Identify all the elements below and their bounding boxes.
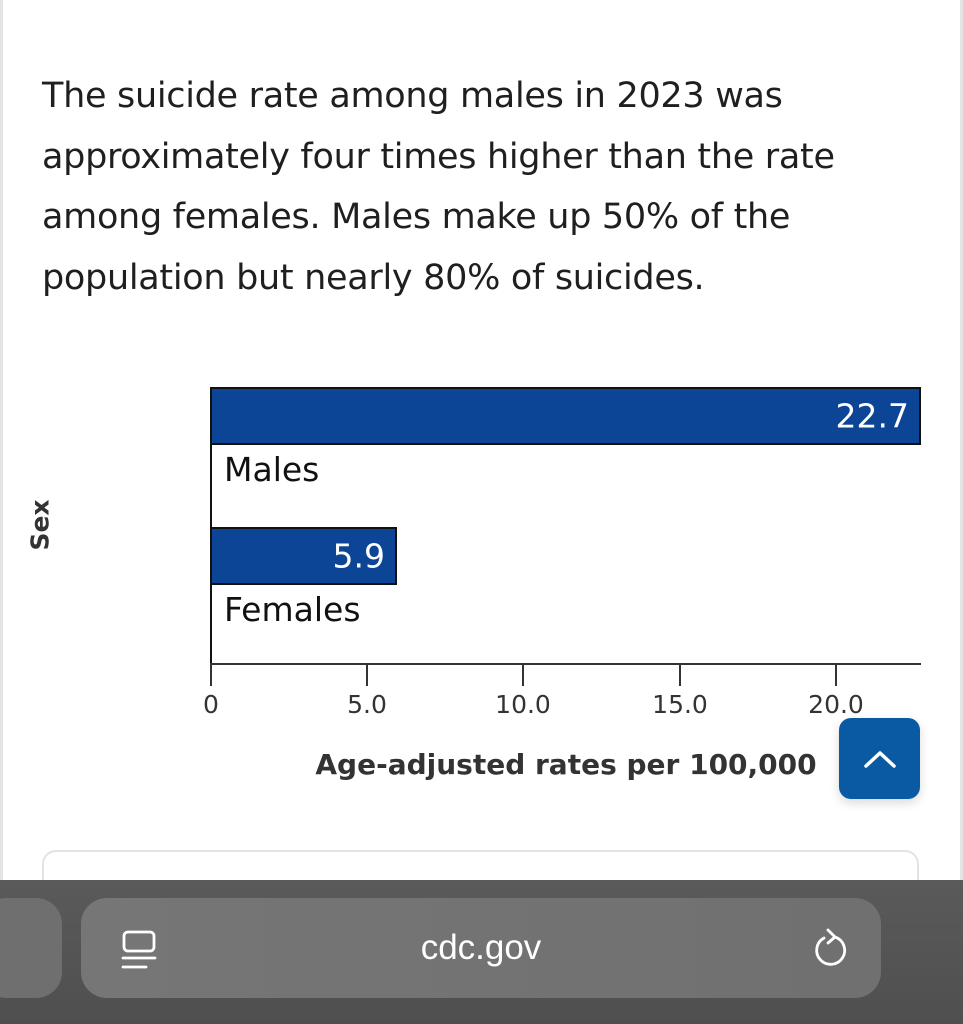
bar-value-females: 5.9	[332, 536, 385, 576]
x-axis-line	[210, 663, 921, 665]
x-tick-label: 20.0	[808, 690, 864, 719]
x-tick	[210, 664, 212, 686]
x-tick	[522, 664, 524, 686]
back-to-top-button[interactable]	[839, 718, 920, 799]
summary-paragraph: The suicide rate among males in 2023 was…	[42, 76, 835, 298]
x-tick-label: 15.0	[652, 690, 708, 719]
x-tick-label: 0	[203, 690, 219, 719]
y-axis-title: Sex	[25, 499, 55, 551]
x-tick	[366, 664, 368, 686]
category-label-females: Females	[224, 590, 361, 629]
browser-toolbar: cdc.gov	[0, 880, 963, 1024]
x-axis-title: Age-adjusted rates per 100,000	[315, 748, 817, 781]
x-tick	[835, 664, 837, 686]
bar-females: 5.9	[210, 527, 397, 585]
x-tick	[679, 664, 681, 686]
y-axis-line	[210, 388, 212, 664]
reader-view-icon[interactable]	[121, 930, 157, 970]
previous-tab-peek[interactable]	[0, 898, 62, 998]
category-label-males: Males	[224, 450, 320, 489]
bar-males: 22.7	[210, 387, 921, 445]
x-tick-label: 10.0	[495, 690, 551, 719]
chevron-up-icon	[863, 750, 896, 768]
reload-icon[interactable]	[811, 928, 851, 970]
x-tick-label: 5.0	[347, 690, 387, 719]
url-text: cdc.gov	[420, 928, 542, 967]
bar-value-males: 22.7	[835, 396, 909, 436]
address-bar[interactable]: cdc.gov	[81, 898, 881, 998]
